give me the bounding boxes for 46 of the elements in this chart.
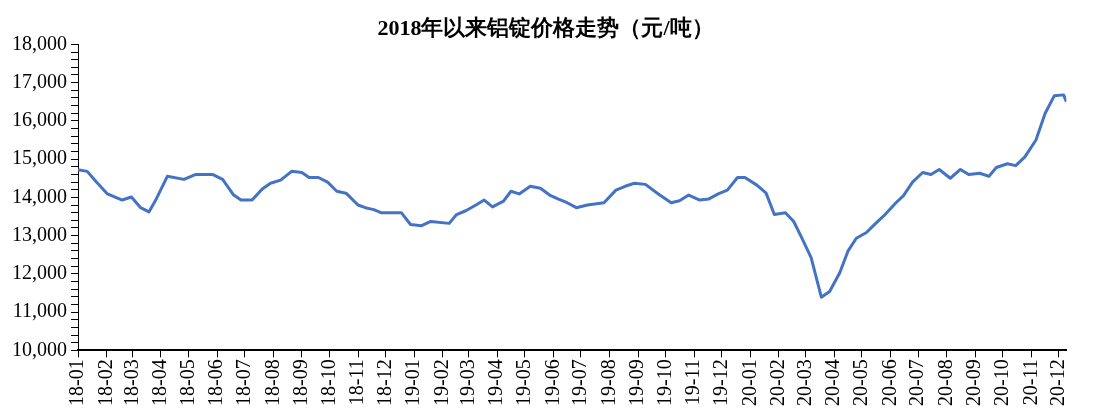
x-tick-label: 20-05 bbox=[849, 359, 872, 407]
y-tick-label: 12,000 bbox=[12, 261, 67, 284]
y-tick-label: 11,000 bbox=[12, 299, 67, 322]
x-tick-label: 20-03 bbox=[792, 359, 815, 407]
y-tick-label: 13,000 bbox=[12, 222, 67, 245]
x-tick-label: 19-05 bbox=[511, 359, 534, 407]
y-tick-label: 16,000 bbox=[12, 108, 67, 131]
x-tick-label: 20-06 bbox=[877, 359, 900, 407]
x-tick-label: 19-12 bbox=[709, 359, 732, 407]
y-tick-label: 10,000 bbox=[12, 337, 67, 360]
x-tick-label: 18-09 bbox=[289, 359, 312, 407]
x-tick-label: 19-02 bbox=[430, 359, 453, 407]
x-tick-label: 18-12 bbox=[372, 359, 395, 407]
x-tick-label: 20-01 bbox=[737, 359, 760, 407]
x-tick-label: 18-06 bbox=[204, 359, 227, 407]
x-tick-label: 19-09 bbox=[625, 359, 648, 407]
x-tick-label: 18-08 bbox=[260, 359, 283, 407]
x-tick-label: 18-05 bbox=[175, 359, 198, 407]
x-tick-label: 19-03 bbox=[455, 359, 478, 407]
x-tick-label: 18-03 bbox=[119, 359, 142, 407]
x-tick-label: 18-04 bbox=[148, 359, 171, 407]
x-tick-label: 19-01 bbox=[401, 359, 424, 407]
x-tick-label: 19-08 bbox=[596, 359, 619, 407]
x-tick-label: 19-06 bbox=[540, 359, 563, 407]
x-tick-label: 20-02 bbox=[766, 359, 789, 407]
chart-title: 2018年以来铝锭价格走势（元/吨） bbox=[377, 14, 714, 40]
x-tick-label: 18-07 bbox=[231, 359, 254, 407]
x-tick-label: 20-12 bbox=[1046, 359, 1069, 407]
x-tick-label: 19-04 bbox=[484, 359, 507, 407]
x-tick-label: 20-11 bbox=[1018, 359, 1041, 406]
y-tick-label: 18,000 bbox=[12, 31, 67, 54]
x-tick-label: 18-11 bbox=[345, 359, 368, 406]
x-tick-label: 20-08 bbox=[933, 359, 956, 407]
x-tick-label: 18-02 bbox=[93, 359, 116, 407]
x-tick-label: 20-04 bbox=[821, 359, 844, 407]
y-tick-label: 15,000 bbox=[12, 146, 67, 169]
x-tick-label: 18-10 bbox=[316, 359, 339, 407]
x-tick-label: 20-07 bbox=[905, 359, 928, 407]
x-tick-label: 19-07 bbox=[568, 359, 591, 407]
y-tick-label: 14,000 bbox=[12, 184, 67, 207]
x-tick-label: 18-01 bbox=[65, 359, 88, 407]
x-tick-label: 20-10 bbox=[990, 359, 1013, 407]
x-tick-label: 19-10 bbox=[652, 359, 675, 407]
x-tick-label: 19-11 bbox=[681, 359, 704, 406]
x-tick-label: 20-09 bbox=[962, 359, 985, 407]
y-tick-label: 17,000 bbox=[12, 69, 67, 92]
